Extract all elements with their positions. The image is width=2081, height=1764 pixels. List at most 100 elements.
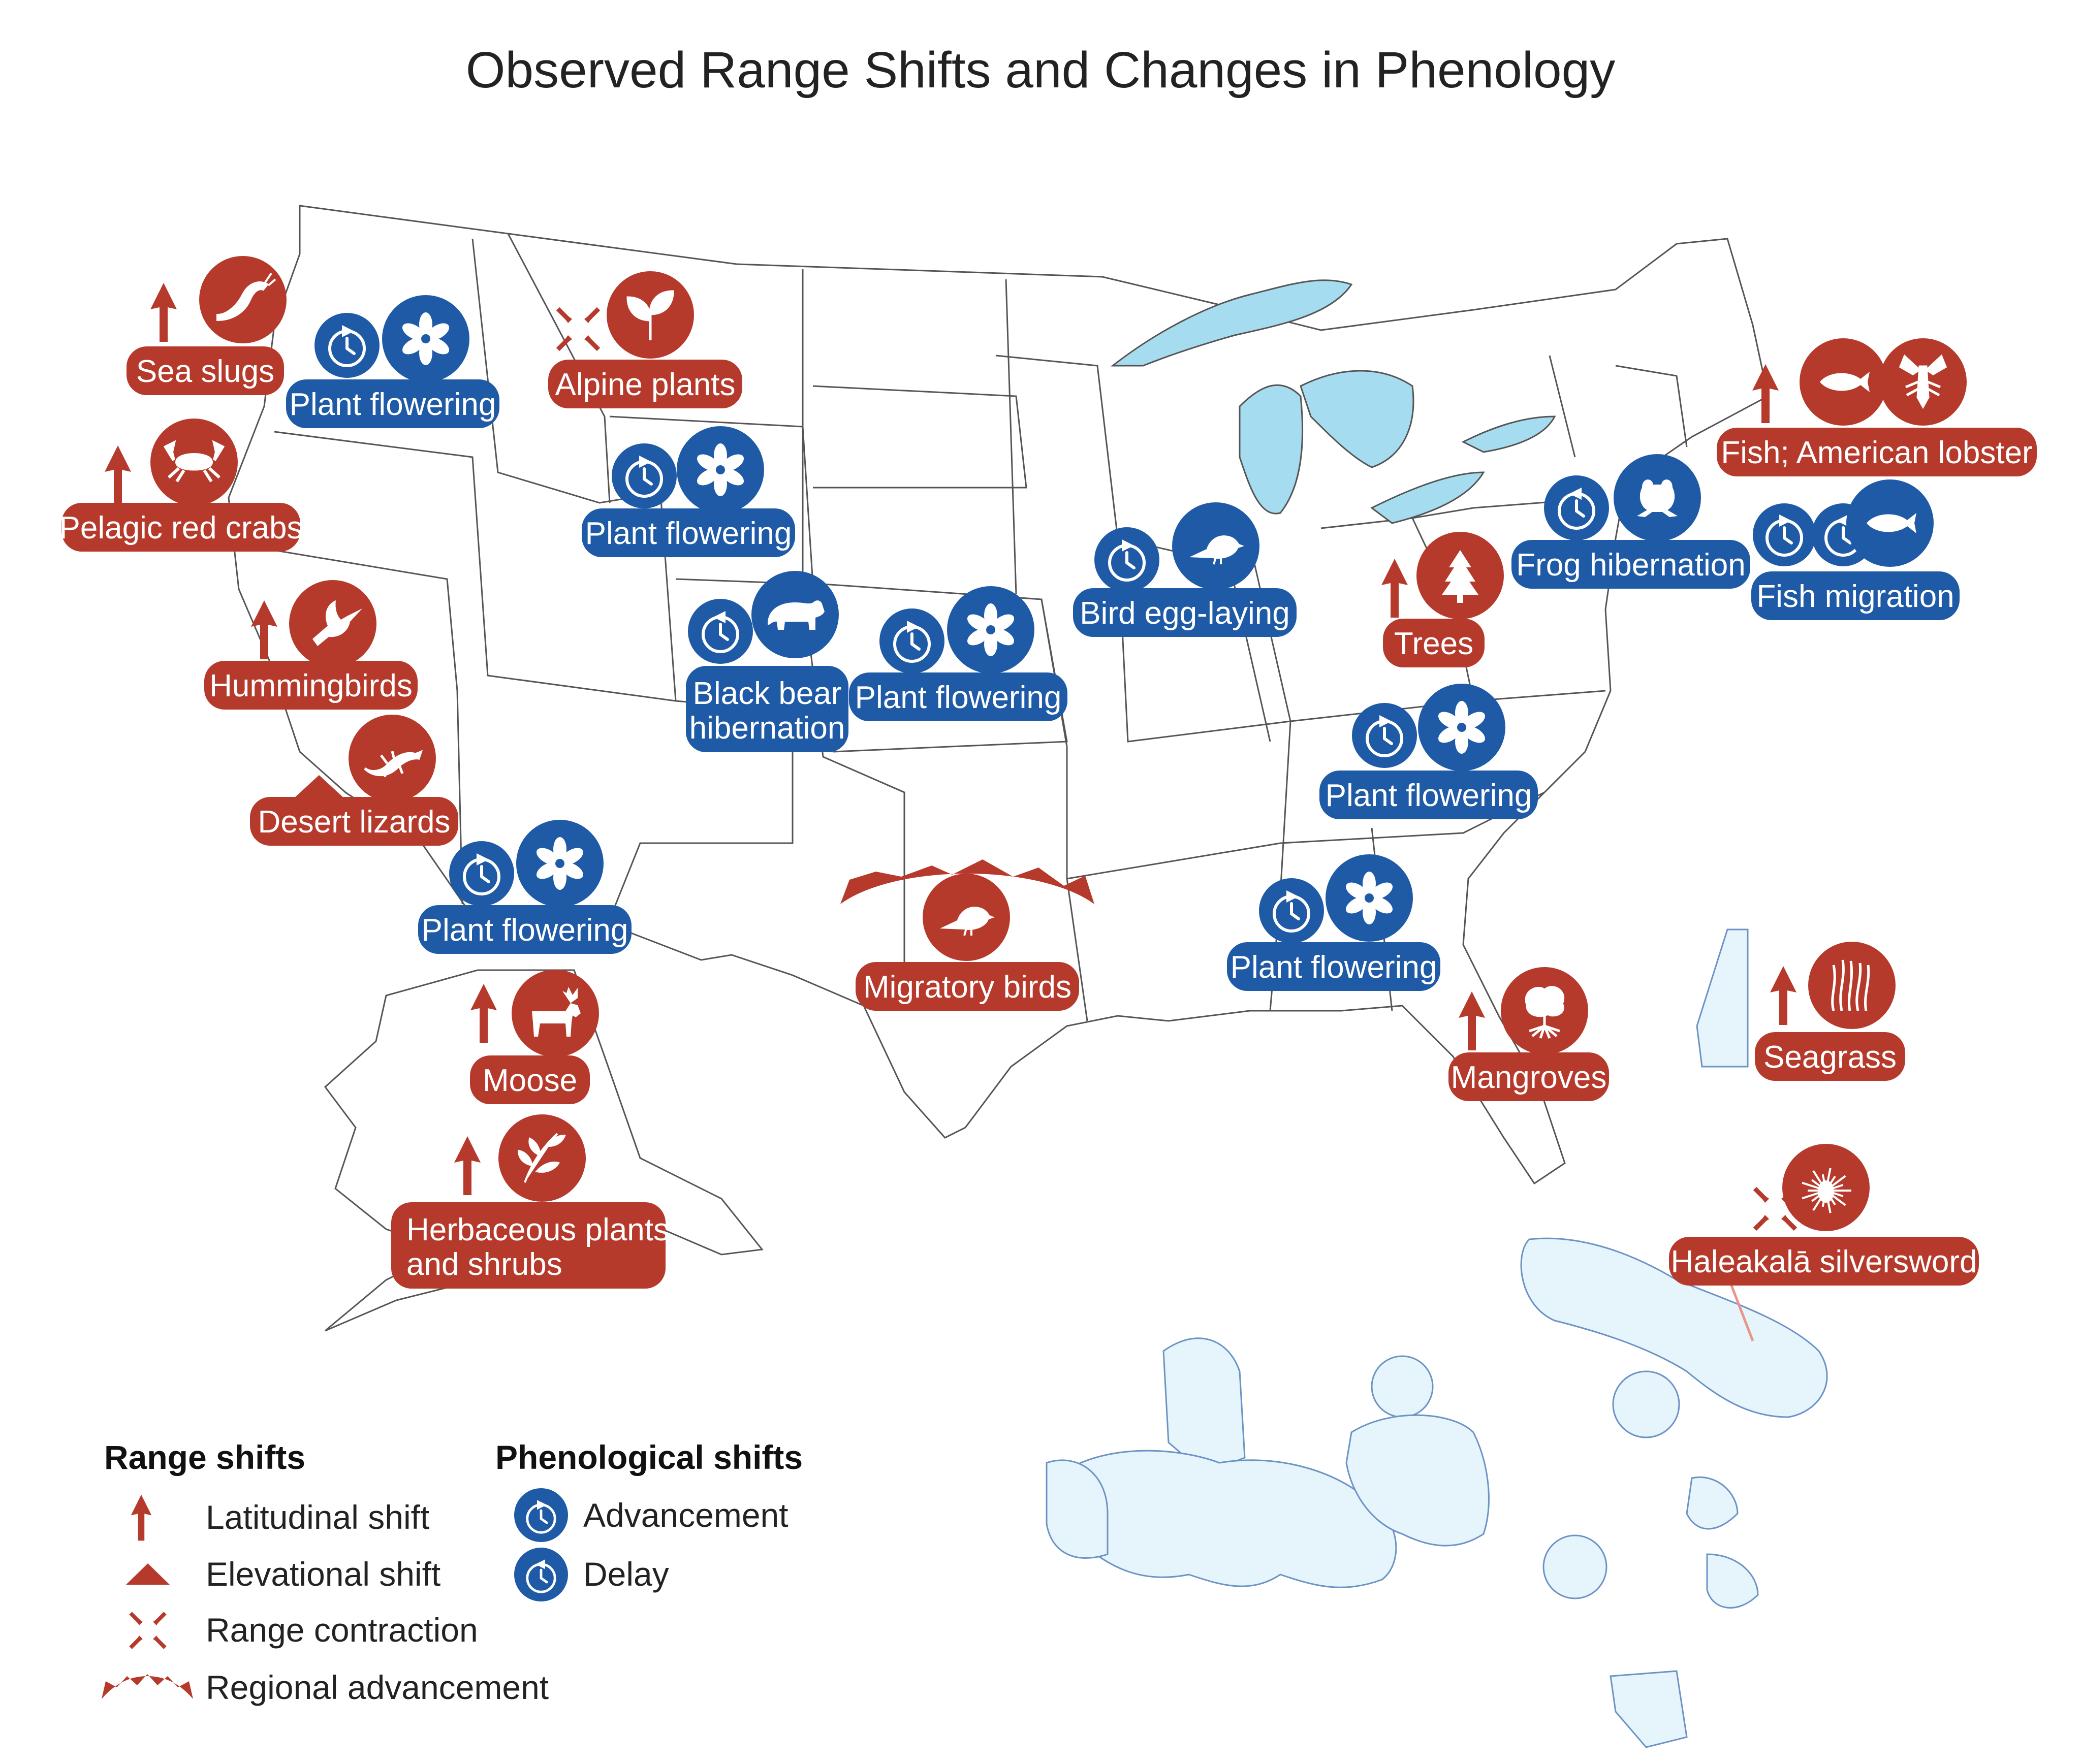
badge-label: Migratory birds <box>863 970 1071 1005</box>
latitudinal-shift-arrow <box>150 283 177 342</box>
legend-delay: Delay <box>583 1555 669 1593</box>
badge-label: Sea slugs <box>136 354 274 389</box>
badge-bird-egg-laying: Bird egg-laying <box>1073 502 1297 637</box>
badge-moose: Moose <box>470 970 599 1104</box>
crab-icon <box>150 419 238 506</box>
bird-icon <box>1172 502 1259 590</box>
map-title: Observed Range Shifts and Changes in Phe… <box>466 42 1616 99</box>
badge-label: Plant flowering <box>1326 778 1532 813</box>
bear-icon <box>751 571 839 658</box>
clock-advance-icon <box>449 841 514 906</box>
badge-pill <box>391 1202 666 1289</box>
clock-advance-icon <box>1094 527 1159 592</box>
sea-slug-icon <box>199 256 287 343</box>
badge-pill <box>849 672 1067 721</box>
badge-alpine-plants: Alpine plants <box>548 271 742 408</box>
badge-label: Plant flowering <box>585 516 792 551</box>
badge-label: Plant flowering <box>290 387 496 422</box>
badge-pill <box>1448 1052 1609 1101</box>
flower-icon <box>516 820 604 907</box>
badge-label: Plant flowering <box>1231 950 1437 985</box>
badge-pill <box>1755 1032 1905 1081</box>
herb-shrub-icon <box>498 1114 586 1202</box>
legend-phen-heading: Phenological shifts <box>495 1438 803 1476</box>
latitudinal-shift-arrow <box>105 445 131 504</box>
badge-label-line2: and shrubs <box>406 1247 562 1282</box>
badge-label: Moose <box>483 1063 577 1098</box>
flower-icon <box>1326 854 1413 942</box>
badge-plant-flowering-se: Plant flowering <box>1227 854 1440 991</box>
badge-plant-flowering-ks: Plant flowering <box>849 586 1067 721</box>
badge-fish-migration: Fish migration <box>1751 479 1960 620</box>
badge-label-line1: Black bear <box>693 676 842 711</box>
badge-pill <box>470 1055 590 1104</box>
badge-layer: Sea slugs Pelagic red crabs Hummingbirds De… <box>59 256 2037 1289</box>
badge-pill <box>204 661 418 710</box>
badge-label: Mangroves <box>1451 1060 1607 1095</box>
badge-pill <box>418 905 632 954</box>
badge-label: Trees <box>1394 626 1473 661</box>
legend-latitudinal: Latitudinal shift <box>206 1498 429 1536</box>
badge-pill <box>1319 771 1538 819</box>
regional-advancement-arc <box>840 859 1094 904</box>
badge-pill <box>1751 571 1960 620</box>
badge-pelagic-red-crabs: Pelagic red crabs <box>59 419 303 552</box>
badge-pill <box>250 797 458 846</box>
lobster-icon <box>1879 338 1967 426</box>
badge-mangroves: Mangroves <box>1448 967 1609 1101</box>
badge-label: Plant flowering <box>855 680 1062 715</box>
flower-icon <box>1418 684 1505 771</box>
elevational-shift-triangle <box>294 775 344 798</box>
badge-pill <box>1073 588 1297 637</box>
badge-trees: Trees <box>1381 532 1504 667</box>
clock-advance-icon <box>879 608 944 673</box>
badge-pill <box>1383 619 1485 667</box>
silversword-leader-line <box>1726 1274 1754 1341</box>
lizard-icon <box>349 715 436 802</box>
badge-label: Desert lizards <box>258 805 451 840</box>
badge-label: Hummingbirds <box>209 668 413 703</box>
badge-pill <box>582 508 795 557</box>
badge-hummingbirds: Hummingbirds <box>204 580 418 710</box>
hummingbird-icon <box>289 580 376 667</box>
clock-advance-icon <box>314 313 380 378</box>
legend-contraction: Range contraction <box>206 1611 478 1649</box>
badge-desert-lizards: Desert lizards <box>250 715 458 846</box>
mangrove-icon <box>1501 967 1588 1054</box>
badge-label: Frog hibernation <box>1516 548 1746 583</box>
flower-icon <box>382 295 469 382</box>
badge-label: Bird egg-laying <box>1080 596 1290 631</box>
badge-sea-slugs: Sea slugs <box>127 256 287 395</box>
legend-regional: Regional advancement <box>206 1669 549 1706</box>
badge-plant-flowering-wy: Plant flowering <box>582 426 795 557</box>
badge-pill <box>1717 428 2037 476</box>
badge-label-line1: Herbaceous plants <box>406 1212 669 1247</box>
badge-pill <box>856 962 1079 1011</box>
legend-advancement: Advancement <box>583 1496 789 1534</box>
badge-plant-flowering-nw: Plant flowering <box>286 295 499 428</box>
legend-range-heading: Range shifts <box>104 1438 305 1476</box>
badge-label: Seagrass <box>1763 1040 1897 1075</box>
clock-advance-icon <box>1352 703 1417 768</box>
badge-silversword: Haleakalā silversword <box>1669 1144 1979 1286</box>
clock-delay-icon <box>1544 475 1609 540</box>
tree-icon <box>1416 532 1504 619</box>
badge-label: Alpine plants <box>555 367 735 402</box>
badge-label: Haleakalā silversword <box>1670 1244 1977 1279</box>
badge-label: Pelagic red crabs <box>59 510 302 546</box>
fish-icon <box>1846 479 1934 567</box>
clock-advance-icon <box>1259 878 1324 943</box>
clock-advance-icon <box>1753 503 1816 566</box>
badge-plant-flowering-va: Plant flowering <box>1319 684 1538 819</box>
badge-pill <box>548 360 742 408</box>
badge-plant-flowering-sw: Plant flowering <box>418 820 632 954</box>
clock-advance-icon <box>612 443 677 508</box>
legend: Range shifts Latitudinal shift Elevation… <box>102 1438 803 1706</box>
badge-label: Fish; American lobster <box>1721 435 2032 470</box>
badge-frog-hibernation: Frog hibernation <box>1511 454 1750 589</box>
badge-pill <box>127 346 284 395</box>
